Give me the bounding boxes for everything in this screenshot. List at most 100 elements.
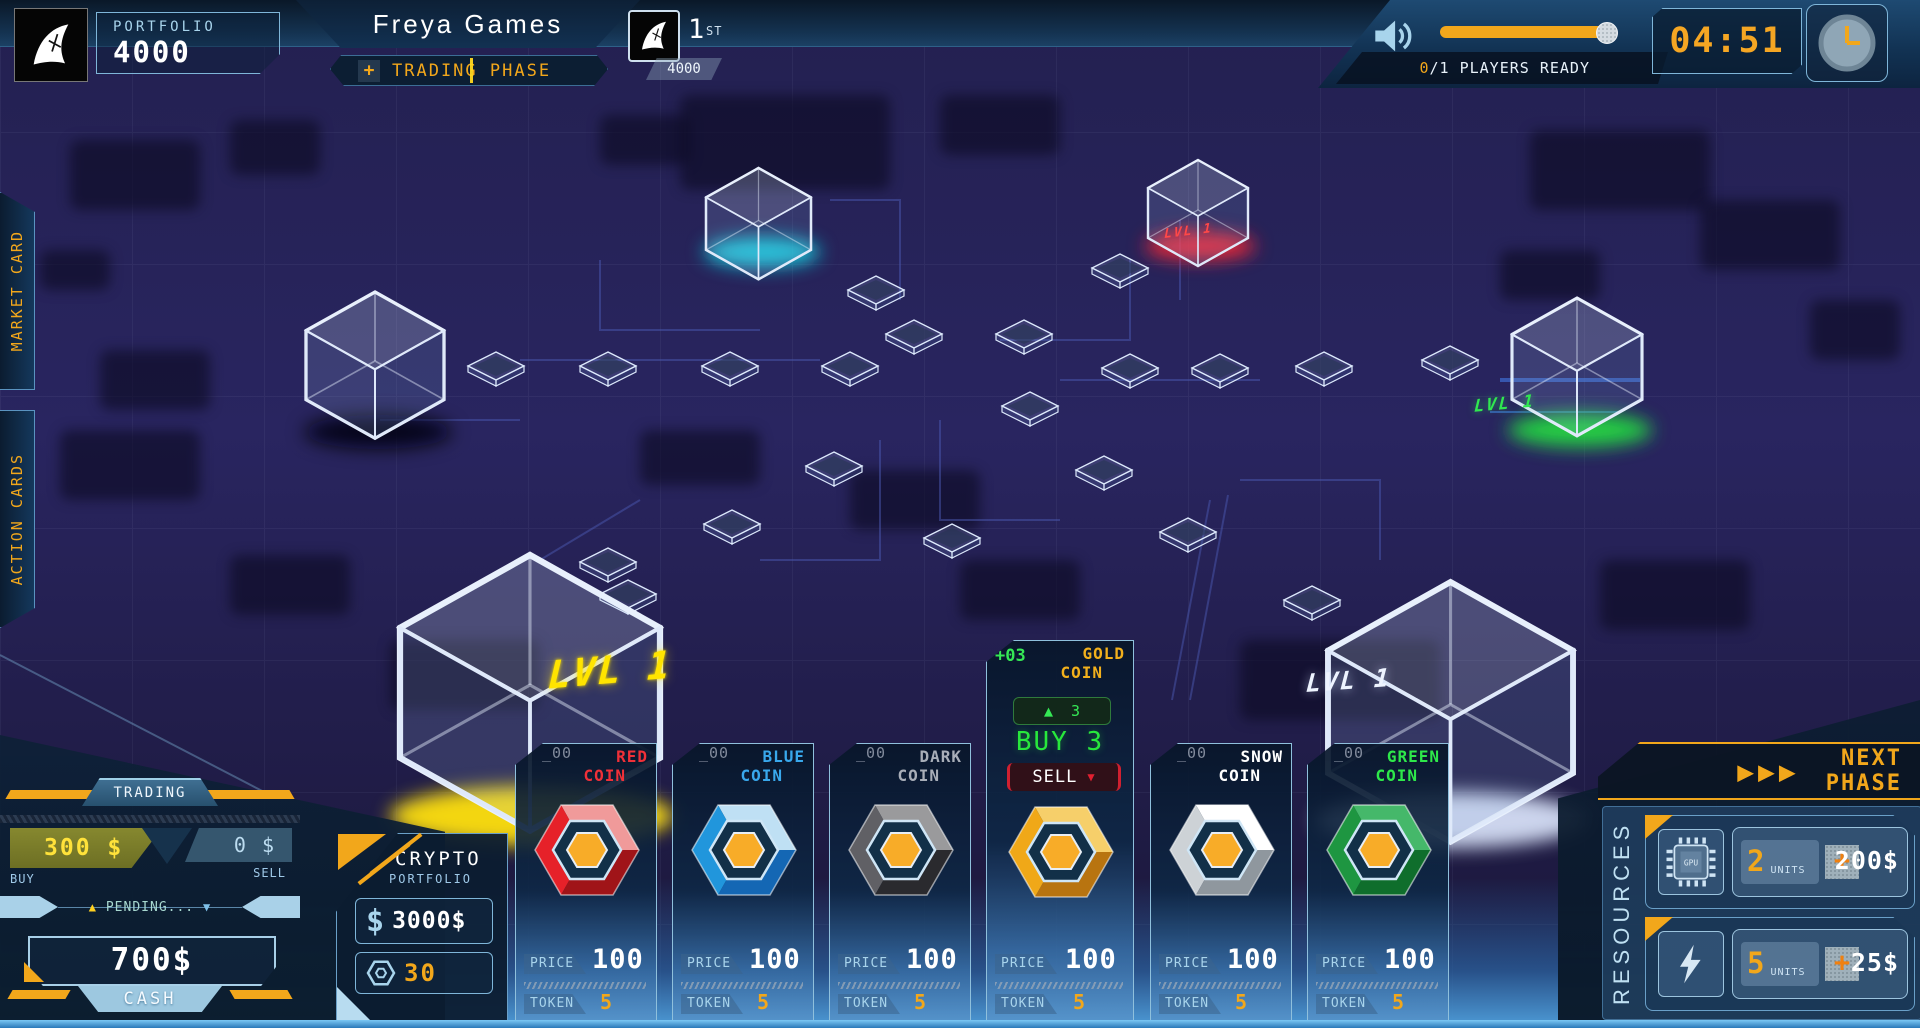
- phase-glitch-cursor: [470, 58, 473, 83]
- fast-forward-icon: ▶▶▶: [1737, 754, 1800, 788]
- pending-down-icon: ▼: [202, 900, 212, 914]
- units-label: UNITS: [1770, 865, 1806, 876]
- player-rank-suffix: ST: [706, 24, 723, 38]
- price-tag: PRICE: [524, 954, 586, 974]
- energy-units-value: 5: [1747, 946, 1765, 980]
- price-value: 100: [906, 944, 958, 975]
- clock-icon: [1818, 14, 1876, 72]
- sell-button[interactable]: SELL ▼: [1007, 763, 1121, 791]
- divider: [838, 982, 960, 989]
- volume-knob[interactable]: [1596, 22, 1618, 44]
- buy-button[interactable]: BUY 3: [1015, 727, 1105, 757]
- divider: [1316, 982, 1438, 989]
- clock-button[interactable]: [1806, 4, 1888, 82]
- crypto-coin-count: 30: [404, 959, 437, 987]
- dark-coin-icon: [848, 804, 954, 896]
- player-avatar[interactable]: [14, 8, 88, 82]
- pending-label: PENDING...: [105, 900, 195, 915]
- cube-dark[interactable]: [304, 290, 446, 440]
- pending-status: ▲ PENDING... ▼: [0, 900, 300, 915]
- coin-card-red[interactable]: _00 RED COIN PRICE 100 TOKEN 5 VALUE500: [515, 743, 657, 1028]
- gpu-units-chip: 2 UNITS: [1741, 840, 1819, 884]
- tab-market-card[interactable]: MARKET CARD: [0, 192, 35, 390]
- token-value: 5: [757, 990, 771, 1014]
- coin-card-green[interactable]: _00 GREEN COIN PRICE 100 TOKEN 5 VALUE50…: [1307, 743, 1449, 1028]
- resource-row-energy: 5 UNITS + 25$: [1645, 917, 1915, 1011]
- price-value: 100: [592, 944, 644, 975]
- card-title: BLUE COIN: [740, 747, 805, 785]
- token-tag: TOKEN: [995, 994, 1057, 1014]
- crypto-coin-box: 30: [355, 952, 493, 994]
- token-tag: TOKEN: [681, 994, 743, 1014]
- price-tag: PRICE: [1159, 954, 1221, 974]
- hatch-strip: [0, 815, 300, 823]
- price-tag: PRICE: [681, 954, 743, 974]
- cash-label-tab: CASH: [78, 986, 222, 1012]
- crypto-cash-value: 3000$: [392, 908, 467, 934]
- card-badge: _00: [1177, 744, 1208, 762]
- green-coin-icon: [1326, 804, 1432, 896]
- portfolio-label: PORTFOLIO: [113, 19, 216, 35]
- coin-card-gold[interactable]: +03 GOLD COIN ▲ 3 BUY 3 SELL ▼ PRICE 100…: [986, 640, 1134, 1028]
- coin-card-dark[interactable]: _00 DARK COIN PRICE 100 TOKEN 5 VALUE500: [829, 743, 971, 1028]
- gpu-units-value: 2: [1747, 844, 1765, 878]
- pending-up-icon: ▲: [88, 900, 98, 914]
- card-title: DARK COIN: [897, 747, 962, 785]
- coin-card-snow[interactable]: _00 SNOW COIN PRICE 100 TOKEN 5 VALUE500: [1150, 743, 1292, 1028]
- qty-value: 3: [1071, 702, 1081, 720]
- token-tag: TOKEN: [1316, 994, 1378, 1014]
- trading-panel: TRADING 300 $ 0 $ BUY SELL ▲ PENDING... …: [0, 758, 300, 1028]
- cash-value-box: 700$: [28, 936, 276, 986]
- coin-card-blue[interactable]: _00 BLUE COIN PRICE 100 TOKEN 5 VALUE500: [672, 743, 814, 1028]
- qty-up-icon[interactable]: ▲: [1043, 702, 1053, 720]
- units-label: UNITS: [1770, 967, 1806, 978]
- players-ready-bar: 0 /1 PLAYERS READY: [1336, 52, 1668, 84]
- token-value: 5: [914, 990, 928, 1014]
- token-tag: TOKEN: [838, 994, 900, 1014]
- dollar-icon: $: [366, 903, 385, 939]
- sail-logo-icon: [33, 24, 69, 65]
- coin-hex-icon: [366, 960, 396, 986]
- price-tag: PRICE: [995, 954, 1057, 974]
- divider: [1159, 982, 1281, 989]
- card-title: GOLD COIN: [1060, 644, 1125, 682]
- price-tag: PRICE: [1316, 954, 1378, 974]
- token-tag: TOKEN: [524, 994, 586, 1014]
- cube-green[interactable]: [1510, 296, 1644, 438]
- card-badge: _00: [1334, 744, 1365, 762]
- right-arrow-shape: [242, 896, 300, 918]
- volume-slider[interactable]: [1440, 26, 1608, 38]
- crypto-title: CRYPTO: [395, 848, 482, 870]
- token-tag: TOKEN: [1159, 994, 1221, 1014]
- buy-gpu-button[interactable]: +: [1825, 845, 1859, 879]
- players-ready-count: 0: [1419, 59, 1430, 77]
- token-value: 5: [1073, 990, 1087, 1014]
- token-value: 5: [1392, 990, 1406, 1014]
- card-badge: _00: [856, 744, 887, 762]
- sell-down-icon: ▼: [1087, 770, 1096, 784]
- quantity-stepper[interactable]: ▲ 3: [1013, 697, 1111, 725]
- board-trays: [467, 253, 1479, 621]
- token-value: 5: [600, 990, 614, 1014]
- buy-amount-box[interactable]: 300 $: [10, 828, 162, 868]
- price-value: 100: [1227, 944, 1279, 975]
- player-rank: 1: [688, 14, 705, 45]
- sell-amount-box[interactable]: 0 $: [185, 828, 292, 862]
- footer-accent-line: [0, 1020, 1920, 1028]
- buy-energy-button[interactable]: +: [1825, 947, 1859, 981]
- player-score-tag: 4000: [646, 58, 722, 80]
- crypto-subtitle: PORTFOLIO: [389, 872, 473, 886]
- next-phase-button[interactable]: ▶▶▶ NEXT PHASE: [1598, 742, 1920, 800]
- energy-units-chip: 5 UNITS: [1741, 942, 1819, 986]
- crypto-cash-box: $ 3000$: [355, 898, 493, 944]
- speaker-icon[interactable]: [1372, 16, 1416, 56]
- energy-price: 25$: [1850, 948, 1899, 977]
- price-value: 100: [1065, 944, 1117, 975]
- next-phase-label: NEXT PHASE: [1825, 746, 1902, 796]
- divider: [995, 982, 1123, 989]
- price-tag: PRICE: [838, 954, 900, 974]
- tab-action-cards[interactable]: ACTION CARDS: [0, 410, 35, 628]
- sell-label: SELL: [1032, 767, 1078, 787]
- resource-row-gpu: GPU 2 UNITS + 200$: [1645, 815, 1915, 909]
